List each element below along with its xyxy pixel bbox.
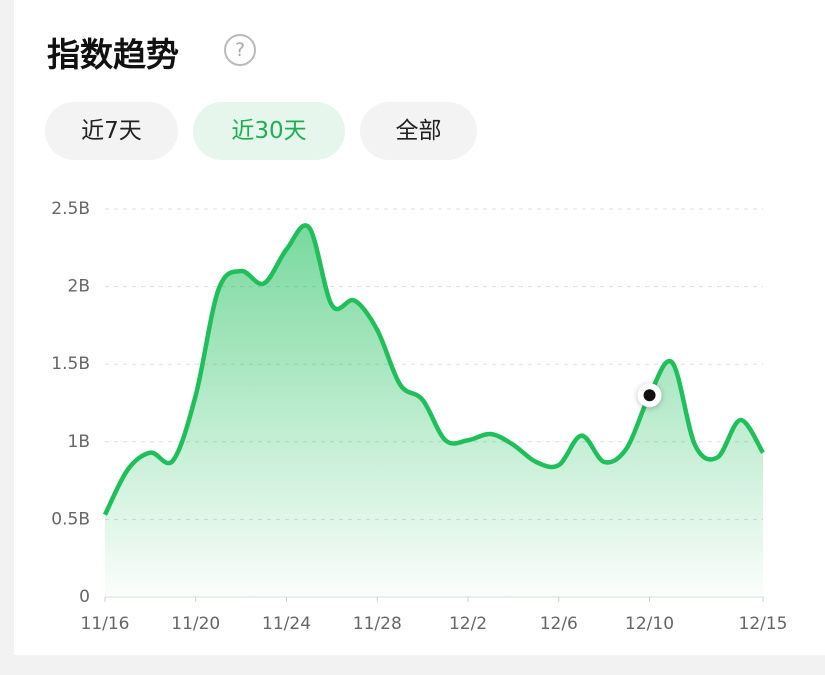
title: 指数趋势 (47, 35, 179, 74)
y-tick-label: 2.5B (51, 199, 90, 219)
x-tick-label: 11/20 (171, 614, 220, 634)
y-tick-label: 0.5B (51, 509, 90, 529)
area (105, 225, 763, 597)
x-tick-label: 12/10 (625, 614, 674, 634)
x-tick-label: 11/24 (262, 614, 311, 634)
tab[interactable]: 近7天 (45, 102, 178, 160)
y-tick-label: 2B (68, 277, 90, 297)
highlight-point (643, 389, 656, 402)
x-tick-label: 11/28 (353, 614, 402, 634)
tab[interactable]: 近30天 (193, 102, 345, 160)
tab[interactable]: 全部 (360, 102, 477, 160)
x-tick-label: 11/16 (81, 614, 130, 634)
help-icon[interactable]: ? (224, 34, 256, 66)
x-tick-label: 12/2 (449, 614, 487, 634)
x-tick-label: 12/15 (739, 614, 788, 634)
y-tick-label: 0 (79, 587, 90, 607)
x-tick-label: 12/6 (540, 614, 578, 634)
y-tick-label: 1B (68, 432, 90, 452)
y-tick-label: 1.5B (51, 354, 90, 374)
